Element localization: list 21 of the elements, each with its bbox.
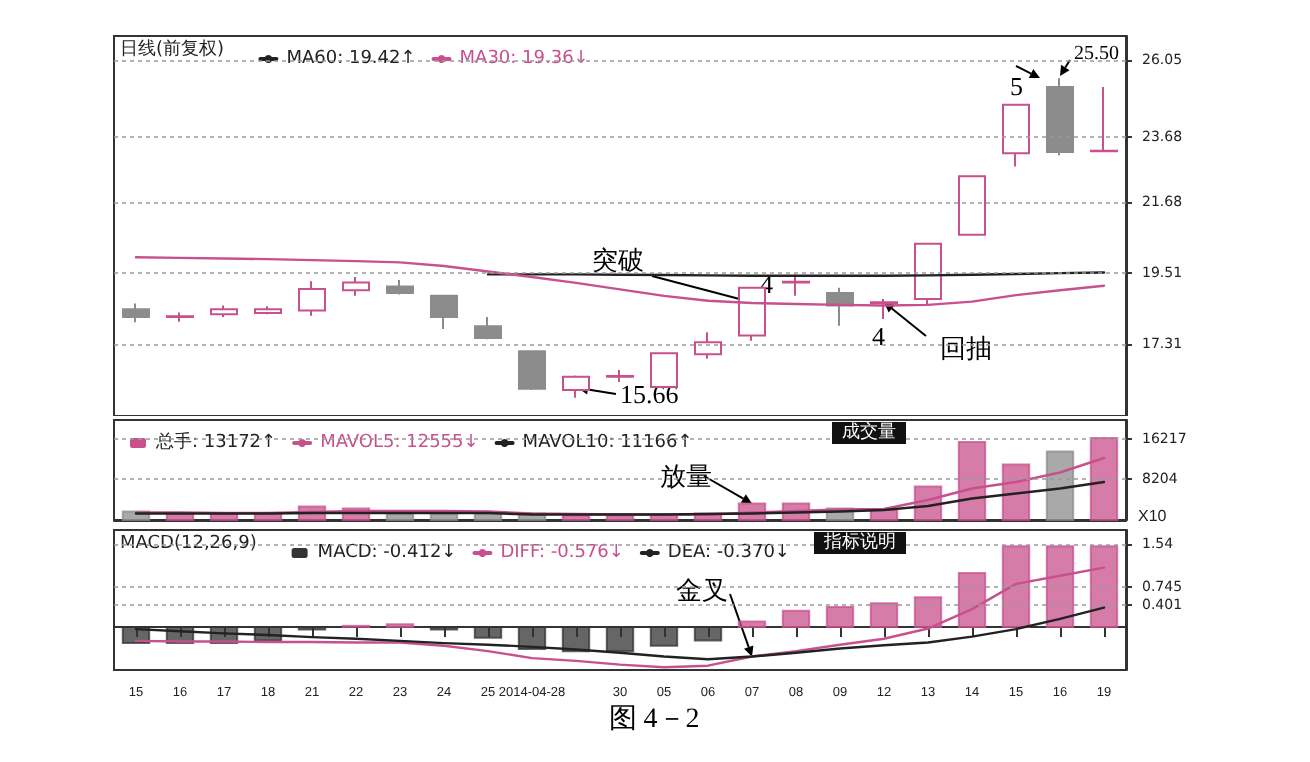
annotation: 5 — [1010, 71, 1023, 101]
legend-title: MACD(12,26,9) — [120, 534, 257, 554]
legend-label: MAVOL5: 12555↓ — [320, 433, 479, 453]
legend-label: DEA: -0.370↓ — [667, 543, 790, 563]
legend-label: DIFF: -0.576↓ — [500, 543, 624, 563]
y-axis-title: X10 — [1138, 507, 1168, 525]
annotation: 放量 — [660, 461, 712, 491]
annotation: 4 — [872, 321, 886, 351]
annotation: 25.50 — [1074, 43, 1119, 65]
legend-label: 总手: 13172↑ — [154, 431, 277, 453]
chart-title: 指标说明 — [822, 531, 896, 553]
legend-label: MAVOL10: 11166↑ — [522, 433, 693, 453]
annotation: 金叉 — [676, 575, 728, 605]
legend-label: MA60: 19.42↑ — [286, 49, 416, 69]
annotation: 突破 — [592, 245, 644, 275]
caption: 图 4－2 — [608, 705, 700, 735]
legend-label: MACD: -0.412↓ — [317, 543, 457, 563]
annotation: 回抽 — [940, 333, 992, 363]
legend-label: MA30: 19.36↓ — [459, 49, 589, 69]
legend-title: 日线(前复权) — [120, 38, 225, 60]
chart-title: 成交量 — [842, 421, 896, 443]
